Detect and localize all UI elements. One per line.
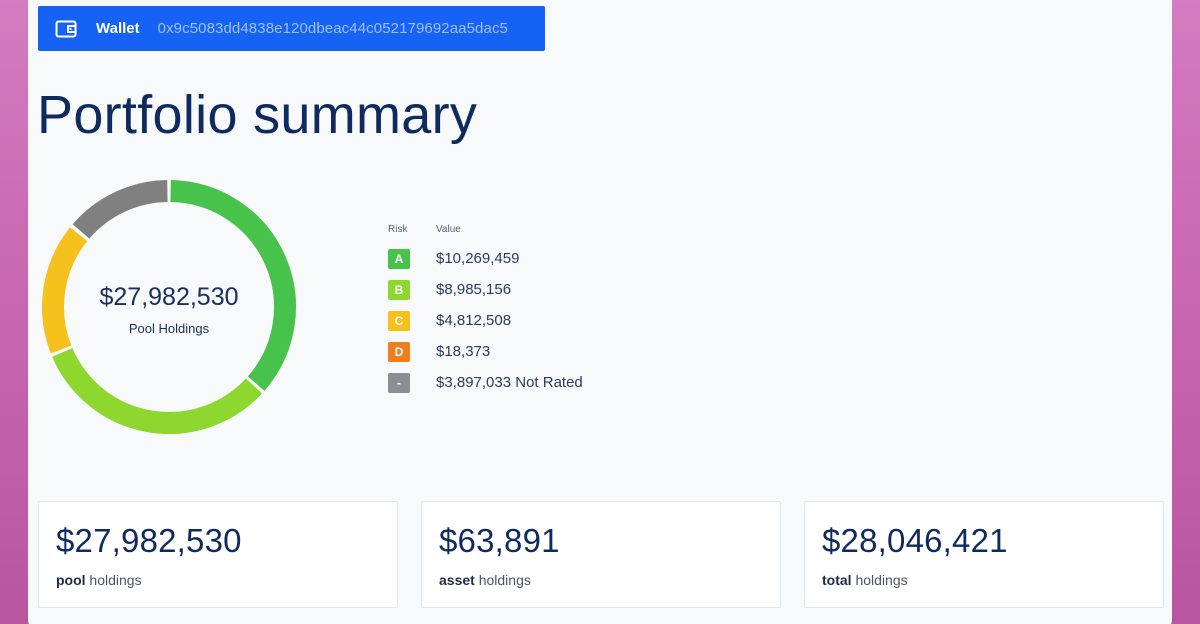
total-holdings-card: $28,046,421 total holdings (804, 501, 1164, 608)
legend-row-c: C $4,812,508 (388, 305, 583, 336)
pool-holdings-label-bold: pool (56, 572, 86, 588)
legend-value-d: $18,373 (436, 343, 491, 360)
legend-value-not-rated: $3,897,033 Not Rated (436, 374, 583, 391)
asset-holdings-card: $63,891 asset holdings (421, 501, 781, 608)
legend-rows: A $10,269,459 B $8,985,156 C $4,812,508 … (388, 243, 583, 398)
legend-value-b: $8,985,156 (436, 281, 512, 298)
risk-badge-a: A (388, 248, 410, 269)
wallet-icon (55, 20, 77, 38)
pool-holdings-card: $27,982,530 pool holdings (38, 501, 398, 608)
total-holdings-value: $28,046,421 (822, 522, 1008, 559)
donut-svg (42, 180, 296, 434)
wallet-address[interactable]: 0x9c5083dd4838e120dbeac44c052179692aa5da… (157, 20, 508, 37)
holdings-cards: $27,982,530 pool holdings $63,891 asset … (38, 501, 1164, 608)
total-holdings-label: total holdings (822, 572, 1163, 588)
donut-segment-a[interactable] (170, 180, 296, 391)
legend-value-c: $4,812,508 (436, 312, 512, 329)
risk-badge-b: B (388, 279, 410, 300)
asset-holdings-label: asset holdings (439, 572, 780, 588)
wallet-bar[interactable]: Wallet 0x9c5083dd4838e120dbeac44c0521796… (38, 6, 545, 51)
legend-header-value: Value (436, 224, 461, 235)
pool-holdings-value: $27,982,530 (56, 522, 242, 559)
donut-segment-not-rated[interactable] (72, 180, 168, 239)
donut-segment-b[interactable] (52, 347, 262, 434)
pool-holdings-label-rest: holdings (85, 572, 142, 588)
legend-row-a: A $10,269,459 (388, 243, 583, 274)
risk-legend: Risk Value A $10,269,459 B $8,985,156 C … (388, 224, 583, 398)
legend-row-b: B $8,985,156 (388, 274, 583, 305)
risk-badge-c: C (388, 310, 410, 331)
legend-row-not-rated: - $3,897,033 Not Rated (388, 367, 583, 398)
asset-holdings-label-rest: holdings (474, 572, 531, 588)
donut-segment-c[interactable] (42, 227, 88, 354)
asset-holdings-label-bold: asset (439, 572, 475, 588)
asset-holdings-value: $63,891 (439, 522, 560, 559)
legend-value-a: $10,269,459 (436, 250, 520, 267)
total-holdings-label-rest: holdings (851, 572, 908, 588)
total-holdings-label-bold: total (822, 572, 852, 588)
legend-row-d: D $18,373 (388, 336, 583, 367)
risk-badge-d: D (388, 341, 410, 362)
risk-badge-not-rated: - (388, 372, 410, 393)
risk-donut-chart: $27,982,530 Pool Holdings (38, 176, 300, 438)
page-title: Portfolio summary (37, 85, 478, 145)
pool-holdings-label: pool holdings (56, 572, 397, 588)
wallet-label: Wallet (96, 20, 140, 37)
legend-header-risk: Risk (388, 224, 408, 235)
legend-header: Risk Value (388, 224, 583, 238)
